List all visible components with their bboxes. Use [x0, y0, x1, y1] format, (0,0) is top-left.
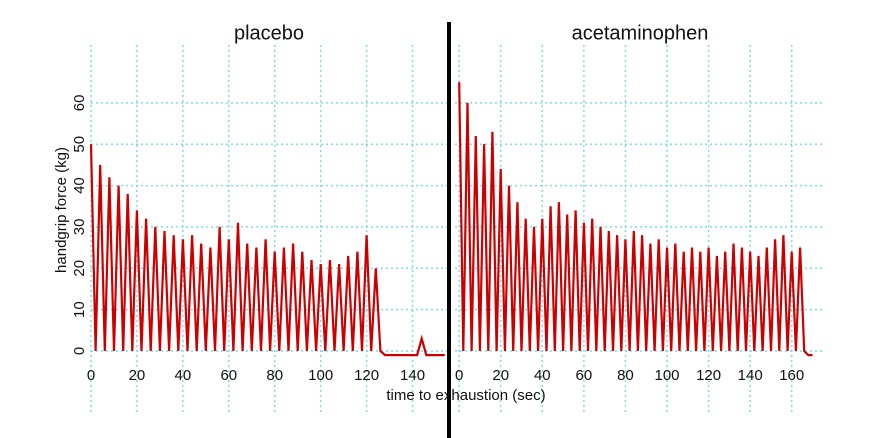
x-tick-label: 80 — [617, 367, 634, 384]
panel-title: acetaminophen — [572, 22, 709, 44]
y-axis-label: handgrip force (kg) — [53, 147, 70, 273]
y-tick-label: 40 — [71, 177, 88, 194]
x-tick-label: 40 — [175, 367, 192, 384]
y-tick-label: 30 — [71, 219, 88, 236]
y-tick-label: 60 — [71, 95, 88, 112]
x-tick-label: 120 — [696, 367, 721, 384]
x-tick-label: 40 — [534, 367, 551, 384]
x-tick-label: 140 — [738, 367, 763, 384]
x-tick-label: 20 — [492, 367, 509, 384]
x-tick-label: 0 — [455, 367, 463, 384]
x-tick-label: 140 — [400, 367, 425, 384]
x-tick-label: 100 — [308, 367, 333, 384]
x-tick-label: 160 — [779, 367, 804, 384]
x-axis-label: time to exhaustion (sec) — [386, 387, 545, 404]
y-tick-label: 50 — [71, 136, 88, 153]
y-tick-label: 0 — [71, 347, 88, 355]
x-tick-label: 100 — [655, 367, 680, 384]
force-trace — [89, 144, 445, 357]
x-tick-label: 80 — [266, 367, 283, 384]
panel-title: placebo — [234, 22, 304, 44]
y-tick-label: 10 — [71, 301, 88, 318]
x-tick-label: 120 — [354, 367, 379, 384]
x-tick-label: 20 — [129, 367, 146, 384]
force-trace — [458, 82, 813, 357]
y-tick-label: 20 — [71, 260, 88, 277]
x-tick-label: 0 — [87, 367, 95, 384]
x-tick-label: 60 — [220, 367, 237, 384]
x-tick-label: 60 — [576, 367, 593, 384]
